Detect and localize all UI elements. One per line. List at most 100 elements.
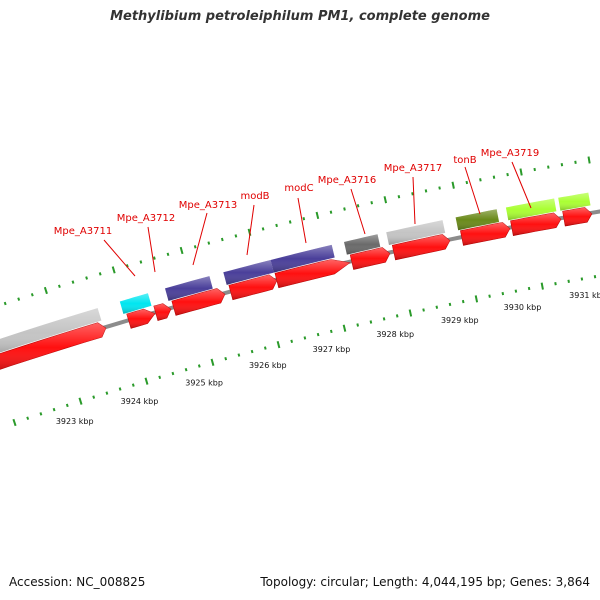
minor-tick <box>370 201 374 205</box>
minor-tick <box>237 353 241 357</box>
minor-tick <box>567 279 570 283</box>
gene-label: Mpe_A3711 <box>54 226 112 237</box>
minor-tick <box>424 189 428 193</box>
minor-tick <box>17 297 21 301</box>
cds-shade <box>126 309 155 329</box>
major-tick <box>210 358 215 366</box>
minor-tick <box>329 210 333 214</box>
feature-shade <box>558 192 591 211</box>
cds-shade <box>460 222 510 246</box>
minor-tick <box>234 234 238 238</box>
minor-tick <box>153 256 156 260</box>
minor-tick <box>303 336 307 340</box>
minor-tick <box>547 165 550 169</box>
minor-tick <box>3 301 7 306</box>
minor-tick <box>593 275 597 279</box>
major-tick <box>12 418 17 427</box>
minor-tick <box>343 207 346 211</box>
feature-shade <box>223 260 274 285</box>
minor-tick <box>30 293 34 297</box>
minor-tick <box>501 291 505 296</box>
cds-shade <box>510 212 561 236</box>
minor-tick <box>533 167 536 172</box>
minor-tick <box>193 245 197 249</box>
label-leaders <box>103 161 532 277</box>
minor-tick <box>329 329 333 334</box>
minor-tick <box>85 276 88 280</box>
kbp-label: 3928 kbp <box>376 330 414 339</box>
accession-text: Accession: NC_008825 <box>9 575 146 589</box>
feature-shade <box>505 198 557 221</box>
minor-tick <box>131 383 135 387</box>
major-tick <box>276 340 281 349</box>
genome-title: Methylibium petroleiphilum PM1, complete… <box>110 9 490 24</box>
topology-text: Topology: circular; Length: 4,044,195 bp… <box>260 575 590 589</box>
minor-tick <box>574 160 577 164</box>
minor-tick <box>39 412 43 416</box>
minor-tick <box>580 277 584 281</box>
minor-tick <box>92 395 96 399</box>
minor-tick <box>435 305 439 309</box>
minor-tick <box>560 163 564 167</box>
gene-label: Mpe_A3713 <box>179 200 237 211</box>
label-leader <box>464 166 481 215</box>
kbp-label: 3930 kbp <box>504 303 542 312</box>
cds-shade <box>171 288 225 316</box>
feature-shade <box>119 293 152 314</box>
minor-tick <box>506 172 509 177</box>
kbp-label: 3923 kbp <box>56 417 94 426</box>
minor-tick <box>554 282 557 286</box>
minor-tick <box>261 227 265 231</box>
major-tick <box>383 196 388 204</box>
label-leader <box>350 188 366 235</box>
minor-tick <box>382 317 386 321</box>
minor-tick <box>98 272 102 276</box>
gene-label: Mpe_A3719 <box>481 148 539 159</box>
label-leader <box>192 212 208 266</box>
cds-shade <box>275 259 350 288</box>
major-tick <box>342 324 347 332</box>
minor-tick <box>438 186 441 190</box>
feature-shade <box>270 244 335 273</box>
major-tick <box>78 397 83 405</box>
major-tick <box>144 377 149 385</box>
feature-shade <box>386 220 446 245</box>
lower-tick-row <box>12 275 597 427</box>
kbp-label: 3924 kbp <box>121 397 159 406</box>
minor-tick <box>250 349 254 354</box>
minor-tick <box>465 180 469 185</box>
feature-shade <box>165 276 213 301</box>
major-tick <box>408 309 413 317</box>
major-tick <box>587 156 591 164</box>
minor-tick <box>397 195 401 199</box>
major-tick <box>540 282 544 290</box>
major-tick <box>519 168 523 176</box>
minor-tick <box>275 223 278 228</box>
cds-shade <box>153 303 171 321</box>
gene-label: modB <box>240 191 269 202</box>
feature-shade <box>455 209 500 231</box>
minor-tick <box>171 371 175 376</box>
minor-tick <box>105 391 109 395</box>
minor-tick <box>158 375 162 380</box>
minor-tick <box>369 320 373 324</box>
minor-tick <box>220 237 224 242</box>
minor-tick <box>58 284 61 289</box>
gene-label: modC <box>284 183 313 194</box>
minor-tick <box>52 407 56 412</box>
minor-tick <box>263 346 267 350</box>
gene-label: Mpe_A3716 <box>318 175 376 186</box>
cds-shade <box>228 274 277 300</box>
minor-tick <box>411 192 414 196</box>
cds-track <box>0 207 593 370</box>
kbp-label: 3929 kbp <box>441 316 479 325</box>
minor-tick <box>166 252 170 257</box>
minor-tick <box>316 332 320 337</box>
gene-label: Mpe_A3717 <box>384 163 442 174</box>
cds-shade <box>562 207 592 226</box>
minor-tick <box>356 204 360 208</box>
major-tick <box>315 211 320 220</box>
minor-tick <box>395 314 399 318</box>
